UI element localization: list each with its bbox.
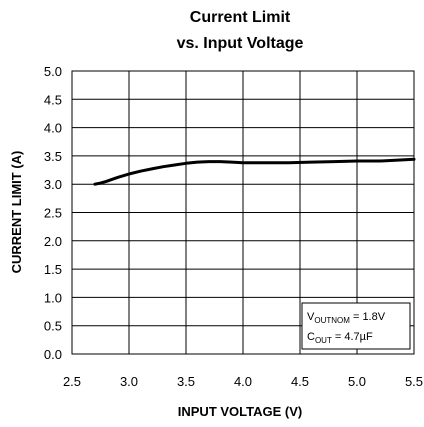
y-tick-label: 0.5 [44, 319, 62, 334]
chart-title-line-2: vs. Input Voltage [177, 35, 304, 52]
y-tick-label: 4.0 [44, 121, 62, 136]
x-tick-label: 2.5 [63, 374, 81, 389]
x-axis-label: INPUT VOLTAGE (V) [178, 404, 302, 419]
x-tick-labels: 2.5 3.0 3.5 4.0 4.5 5.0 5.5 [63, 374, 423, 389]
annotation-box: VOUTNOM = 1.8V COUT = 4.7µF [301, 302, 411, 350]
y-tick-label: 3.5 [44, 149, 62, 164]
annotation-line-2: COUT = 4.7µF [307, 331, 373, 345]
x-tick-label: 5.0 [348, 374, 366, 389]
y-tick-label: 3.0 [44, 177, 62, 192]
series-group [93, 157, 416, 186]
y-tick-label: 0.0 [44, 347, 62, 362]
annotation-frame [301, 302, 411, 350]
y-axis-label: CURRENT LIMIT (A) [9, 151, 24, 274]
x-tick-label: 4.5 [291, 374, 309, 389]
y-tick-label: 4.5 [44, 92, 62, 107]
y-tick-label: 5.0 [44, 64, 62, 79]
x-tick-label: 3.5 [177, 374, 195, 389]
y-tick-label: 1.0 [44, 290, 62, 305]
x-tick-label: 5.5 [405, 374, 423, 389]
y-tick-labels: 0.0 0.5 1.0 1.5 2.0 2.5 3.0 3.5 4.0 4.5 5.0 [44, 64, 62, 362]
plot-frame [71, 70, 415, 355]
y-tick-label: 2.5 [44, 206, 62, 221]
series-line [93, 157, 416, 186]
y-tick-label: 1.5 [44, 262, 62, 277]
x-tick-label: 3.0 [120, 374, 138, 389]
annotation-line-1: VOUTNOM = 1.8V [307, 311, 386, 325]
x-tick-label: 4.0 [234, 374, 252, 389]
chart-title-line-1: Current Limit [190, 9, 291, 26]
y-tick-label: 2.0 [44, 234, 62, 249]
